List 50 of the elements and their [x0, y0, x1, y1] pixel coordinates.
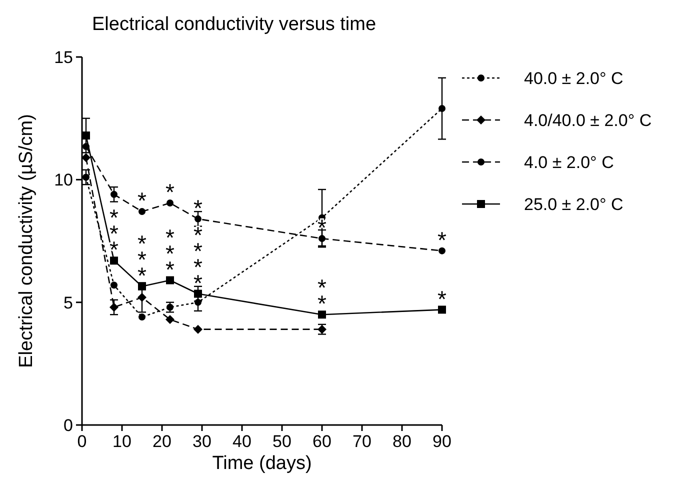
annotation: *: [438, 286, 447, 312]
legend-label: 25.0 ± 2.0° C: [524, 194, 624, 214]
legend-label: 4.0/40.0 ± 2.0° C: [524, 110, 652, 130]
annotation: * ** *: [194, 222, 203, 296]
point: [194, 215, 202, 222]
x-tick-label: 50: [272, 432, 292, 451]
annotation: *: [438, 226, 447, 253]
point: [166, 199, 174, 206]
annotation: * *: [318, 274, 327, 317]
annotation: ** *: [166, 224, 175, 282]
point: [166, 315, 174, 324]
point: [82, 174, 90, 181]
point: [110, 302, 118, 312]
point: [82, 153, 90, 162]
point: [82, 132, 90, 140]
chart-title: Electrical conductivity versus time: [92, 14, 376, 35]
point: [110, 190, 118, 198]
point: [194, 290, 202, 298]
y-tick-label: 15: [54, 48, 73, 67]
annotation: *: [194, 195, 203, 222]
x-tick-label: 10: [112, 432, 132, 451]
legend-label: 40.0 ± 2.0° C: [524, 68, 624, 88]
point: [438, 306, 446, 314]
y-axis-title: Electrical conductivity (µS/cm): [16, 114, 37, 368]
annotation: *: [166, 179, 175, 206]
point: [318, 310, 326, 319]
y-tick-label: 0: [64, 416, 73, 435]
x-tick-label: 20: [152, 432, 172, 451]
point: [138, 208, 146, 216]
y-tick-label: 5: [64, 293, 73, 312]
x-tick-label: 30: [192, 432, 212, 451]
point: [138, 282, 146, 290]
annotation: ***: [138, 230, 147, 288]
x-tick-label: 0: [77, 432, 87, 451]
x-tick-label: 70: [352, 432, 372, 451]
point: [110, 282, 118, 289]
x-tick-label: 40: [232, 432, 252, 451]
point: [438, 247, 446, 254]
point: [194, 324, 202, 334]
y-tick-label: 10: [54, 170, 73, 190]
x-tick-label: 80: [392, 432, 412, 451]
x-tick-label: 60: [312, 432, 332, 451]
point: [438, 105, 446, 112]
x-tick-label: 90: [432, 432, 452, 451]
point: [166, 276, 174, 284]
point: [138, 314, 146, 321]
point: [138, 292, 146, 302]
legend-label: 4.0 ± 2.0° C: [524, 152, 614, 172]
x-axis-title: Time (days): [212, 453, 312, 474]
annotation: *: [138, 188, 147, 214]
